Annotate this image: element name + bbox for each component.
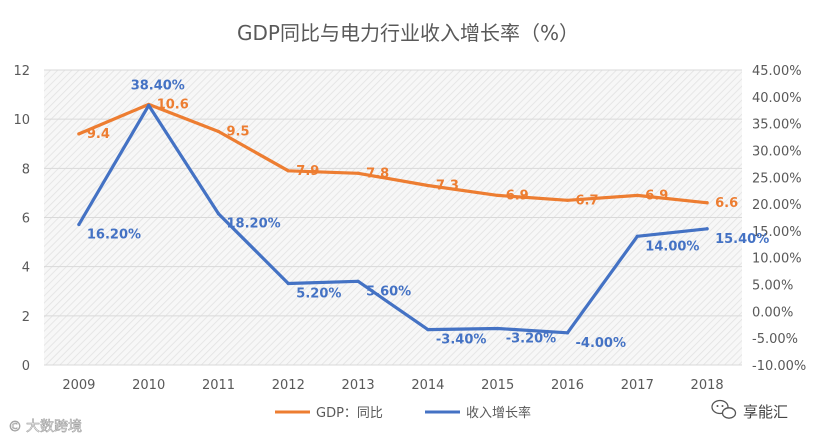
x-tick-label: 2013 [342, 378, 375, 393]
data-point-revenue [635, 234, 639, 238]
left-tick-label: 2 [22, 310, 30, 325]
data-label-gdp: 7.3 [436, 179, 459, 194]
gridlines [44, 69, 742, 366]
watermark-right: 享能汇 [711, 399, 788, 421]
data-point-revenue [565, 331, 570, 335]
series-layer: 9.4 10.6 9.5 7.9 7.8 7.3 6.9 6.7 6.9 6.6 16.20% 38.… [77, 78, 769, 351]
x-tick-label: 2017 [621, 378, 654, 393]
data-point-gdp [286, 169, 290, 173]
data-point-gdp [635, 193, 639, 197]
chart-title: GDP同比与电力行业收入增长率（%） [237, 21, 579, 45]
legend: GDP：同比 收入增长率 [275, 405, 531, 421]
right-tick-label: 20.00% [752, 198, 802, 213]
right-tick-label: 15.00% [752, 225, 802, 240]
right-tick-label: -5.00% [752, 332, 798, 347]
data-label-revenue: 14.00% [645, 239, 699, 254]
data-label-gdp: 6.7 [576, 193, 599, 208]
left-tick-label: 0 [22, 359, 30, 374]
data-label-gdp: 6.9 [645, 188, 668, 203]
watermark-logo-icon: © [8, 419, 22, 435]
data-label-gdp: 7.8 [366, 166, 389, 181]
data-point-revenue [356, 279, 360, 283]
right-tick-label: 30.00% [752, 144, 802, 159]
legend-label-revenue: 收入增长率 [466, 405, 531, 421]
x-tick-label: 2009 [62, 378, 95, 393]
data-label-gdp: 9.5 [227, 124, 250, 139]
data-label-revenue: 15.40% [715, 232, 769, 247]
watermark-left-text: 大数跨境 [26, 419, 82, 435]
watermark-right-text: 享能汇 [743, 403, 788, 421]
data-label-revenue: -3.20% [506, 332, 557, 347]
right-axis-ticks: -10.00% -5.00% 0.00% 5.00% 10.00% 15.00% 20.00… [752, 64, 806, 374]
right-tick-label: -10.00% [752, 359, 806, 374]
x-tick-label: 2016 [551, 378, 584, 393]
left-tick-label: 12 [13, 64, 30, 79]
data-label-gdp: 10.6 [157, 97, 189, 112]
right-tick-label: 0.00% [752, 305, 793, 320]
data-point-gdp [565, 198, 570, 202]
series-line-gdp [77, 102, 709, 205]
data-point-revenue [77, 222, 81, 227]
data-label-revenue: 18.20% [227, 217, 281, 232]
legend-label-gdp: GDP：同比 [316, 406, 383, 421]
data-point-revenue [705, 227, 709, 231]
left-tick-label: 4 [22, 261, 30, 276]
right-tick-label: 5.00% [752, 279, 793, 294]
x-tick-label: 2012 [272, 378, 305, 393]
right-tick-label: 45.00% [752, 64, 802, 79]
watermark-left: © 大数跨境 [8, 419, 83, 436]
data-label-gdp: 9.4 [87, 127, 110, 142]
x-tick-label: 2018 [691, 378, 724, 393]
data-point-revenue [286, 281, 290, 286]
right-tick-label: 25.00% [752, 171, 802, 186]
data-point-revenue [496, 326, 500, 331]
data-label-revenue: -3.40% [436, 333, 487, 348]
left-tick-label: 10 [13, 113, 30, 128]
left-tick-label: 6 [22, 212, 30, 227]
wechat-icon [711, 399, 737, 419]
data-label-gdp: 7.9 [296, 164, 319, 179]
data-point-gdp [77, 132, 81, 136]
left-axis-ticks: 0 2 4 6 8 10 12 [13, 64, 30, 374]
series-line-revenue [77, 103, 709, 335]
x-axis-ticks: 2009 2010 2011 2012 2013 2014 2015 2016 2017 2018 [62, 378, 723, 393]
data-point-gdp [496, 193, 500, 197]
data-label-gdp: 6.9 [506, 188, 529, 203]
right-tick-label: 10.00% [752, 252, 802, 267]
data-label-revenue: 38.40% [131, 78, 185, 93]
right-tick-label: 40.00% [752, 91, 802, 106]
data-point-gdp [426, 183, 430, 188]
x-tick-label: 2011 [202, 378, 235, 393]
data-label-revenue: 5.60% [366, 284, 411, 299]
data-point-gdp [216, 129, 221, 134]
data-point-gdp [356, 171, 360, 175]
data-point-revenue [426, 328, 430, 332]
x-tick-label: 2015 [481, 378, 514, 393]
x-tick-label: 2010 [132, 378, 165, 393]
data-label-revenue: 16.20% [87, 227, 141, 242]
x-tick-label: 2014 [411, 378, 444, 393]
data-label-gdp: 6.6 [715, 196, 738, 211]
data-label-revenue: 5.20% [296, 286, 341, 301]
data-point-gdp [705, 201, 709, 205]
data-label-revenue: -4.00% [576, 336, 627, 351]
right-tick-label: 35.00% [752, 118, 802, 133]
left-tick-label: 8 [22, 162, 30, 177]
data-point-revenue [147, 103, 151, 107]
data-point-revenue [216, 212, 221, 216]
